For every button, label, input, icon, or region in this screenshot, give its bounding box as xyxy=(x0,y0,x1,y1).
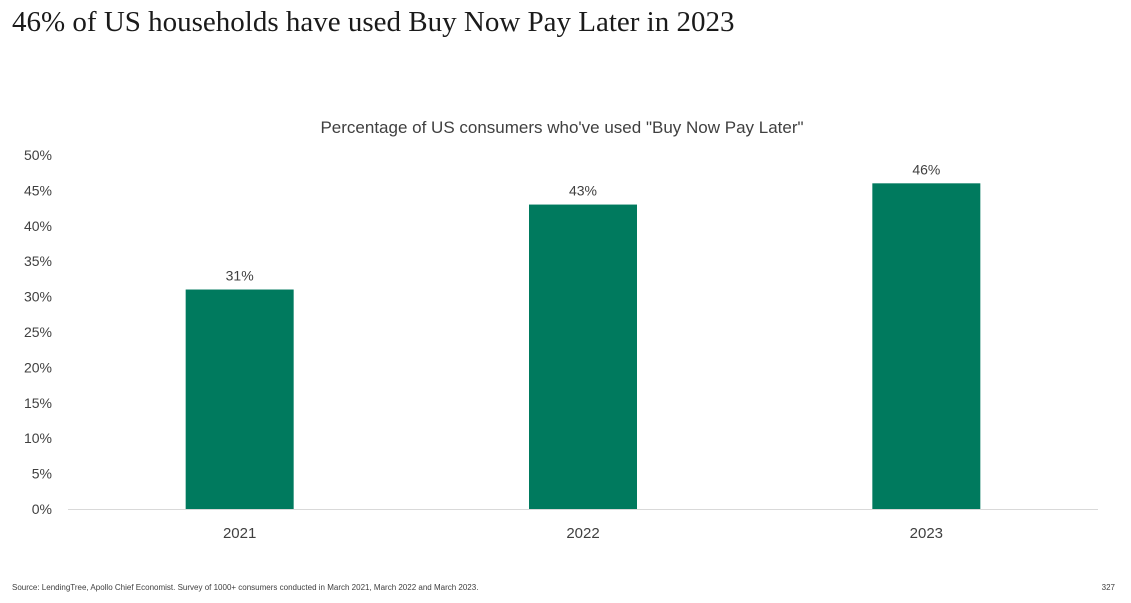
page-number: 327 xyxy=(1101,583,1115,592)
bar-2022 xyxy=(529,204,637,509)
x-category-label: 2021 xyxy=(223,525,256,542)
bar-2023 xyxy=(872,183,981,509)
y-tick-label: 45% xyxy=(24,182,52,198)
y-tick-label: 5% xyxy=(32,466,52,482)
y-tick-label: 40% xyxy=(24,218,52,234)
data-label-2022: 43% xyxy=(569,183,597,199)
bar-2021 xyxy=(185,289,294,509)
y-tick-label: 50% xyxy=(24,147,52,163)
y-tick-label: 10% xyxy=(24,430,52,446)
y-tick-label: 25% xyxy=(24,324,52,340)
y-tick-label: 15% xyxy=(24,395,52,411)
data-label-2021: 31% xyxy=(226,268,254,284)
y-tick-label: 35% xyxy=(24,253,52,269)
y-tick-label: 20% xyxy=(24,359,52,375)
x-axis: 2021 2022 2023 xyxy=(223,525,943,542)
x-category-label: 2022 xyxy=(566,525,599,542)
y-tick-label: 0% xyxy=(32,501,52,517)
bars: 31% 43% 46% xyxy=(185,161,981,509)
slide-title: 46% of US households have used Buy Now P… xyxy=(12,6,735,38)
y-axis: 0% 5% 10% 15% 20% 25% 30% 35% 40% 45% 50% xyxy=(24,147,52,517)
data-label-2023: 46% xyxy=(912,161,940,177)
chart-title: Percentage of US consumers who've used "… xyxy=(320,118,803,137)
y-tick-label: 30% xyxy=(24,289,52,305)
x-category-label: 2023 xyxy=(910,525,943,542)
source-footnote: Source: LendingTree, Apollo Chief Econom… xyxy=(12,583,479,592)
